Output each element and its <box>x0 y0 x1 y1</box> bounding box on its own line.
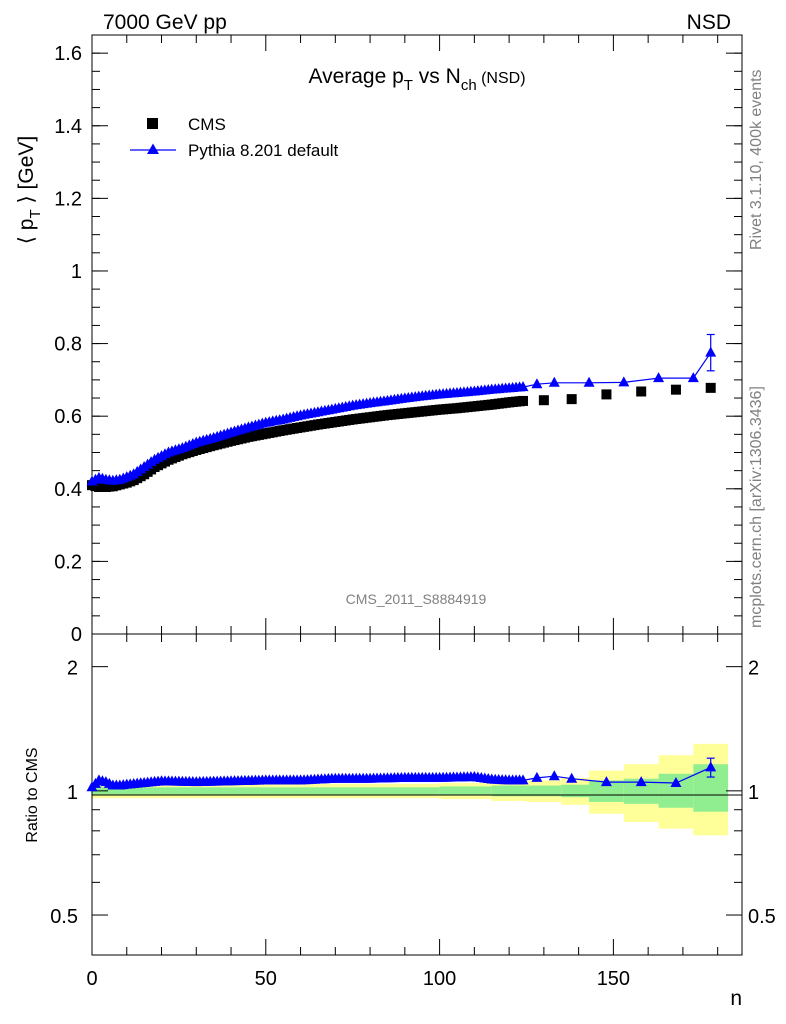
cms-uncertainty-band-inner <box>92 787 440 795</box>
main-ytick-label: 1 <box>71 261 82 283</box>
ratio-ytick-label-right: 1 <box>748 782 759 804</box>
xtick-label: 50 <box>255 968 277 990</box>
ratio-pythia-point <box>531 771 543 782</box>
process-label: NSD <box>687 11 731 34</box>
cms-point <box>518 395 529 406</box>
main-title: Average pT vs Nch (NSD) <box>308 65 525 94</box>
main-ytick-label: 1.2 <box>54 188 82 210</box>
cms-uncertainty-band-inner <box>526 785 562 797</box>
legend-cms-marker <box>147 118 158 129</box>
cms-point <box>670 384 681 395</box>
ratio-ylabel: Ratio to CMS <box>24 747 41 842</box>
ratio-ytick-label: 2 <box>67 658 78 680</box>
ratio-pythia-point <box>566 772 578 783</box>
main-ytick-label: 0.2 <box>54 551 82 573</box>
cms-point <box>538 395 549 406</box>
x-axis-label: n <box>730 987 742 1010</box>
cms-point <box>566 394 577 405</box>
xtick-label: 150 <box>597 968 630 990</box>
ratio-ytick-label: 0.5 <box>50 906 78 928</box>
pythia-point <box>618 376 630 387</box>
legend-pythia-marker <box>147 143 159 154</box>
pythia-point <box>531 378 543 389</box>
cms-point <box>601 389 612 400</box>
energy-label: 7000 GeV pp <box>103 11 227 34</box>
main-ylabel: ⟨ pT ⟩ [GeV] <box>15 136 44 244</box>
pythia-point <box>653 372 665 383</box>
analysis-watermark: CMS_2011_S8884919 <box>346 591 487 607</box>
ratio-ytick-label-right: 2 <box>748 658 759 680</box>
pythia-point <box>517 381 529 392</box>
main-ytick-label: 0.4 <box>54 479 82 501</box>
main-ytick-label: 0 <box>71 624 82 646</box>
pythia-point <box>687 372 699 383</box>
main-ytick-label: 0.8 <box>54 334 82 356</box>
legend: CMS Pythia 8.201 default <box>130 115 339 160</box>
cms-point <box>636 386 647 397</box>
mcplots-ref: mcplots.cern.ch [arXiv:1306.3436] <box>748 386 765 628</box>
ratio-ytick-label: 1 <box>67 782 78 804</box>
xtick-label: 100 <box>423 968 456 990</box>
main-ytick-label: 1.4 <box>54 116 82 138</box>
ratio-ytick-label-right: 0.5 <box>748 906 776 928</box>
main-plot-panel: Average pT vs Nch (NSD) ⟨ pT ⟩ [GeV] CMS… <box>15 34 743 646</box>
rivet-info-text: Rivet 3.1.10, 400k events <box>748 69 765 250</box>
legend-pythia-label: Pythia 8.201 default <box>188 141 339 160</box>
legend-cms-label: CMS <box>188 115 226 134</box>
main-ytick-label: 1.6 <box>54 43 82 65</box>
pythia-point <box>583 376 595 387</box>
ratio-pythia-point <box>600 776 612 787</box>
ratio-pythia-point <box>670 776 682 787</box>
ratio-plot-panel: Ratio to CMS 0.5 0.5 1 1 2 2 0 50 100 150 n <box>24 633 776 1010</box>
cms-point <box>705 382 716 393</box>
ratio-pythia-point <box>705 761 717 772</box>
ratio-pythia-point <box>635 776 647 787</box>
cms-uncertainty-band-inner <box>439 786 492 796</box>
cms-uncertainty-band-inner <box>491 785 527 797</box>
cms-uncertainty-band-inner <box>589 780 624 802</box>
ratio-pythia-point <box>517 774 529 785</box>
pythia-point <box>705 346 717 357</box>
xtick-label: 0 <box>86 968 97 990</box>
cms-uncertainty-band-inner <box>561 784 590 798</box>
pythia-point <box>548 376 560 387</box>
main-ytick-label: 0.6 <box>54 406 82 428</box>
ratio-pythia-point <box>548 770 560 781</box>
